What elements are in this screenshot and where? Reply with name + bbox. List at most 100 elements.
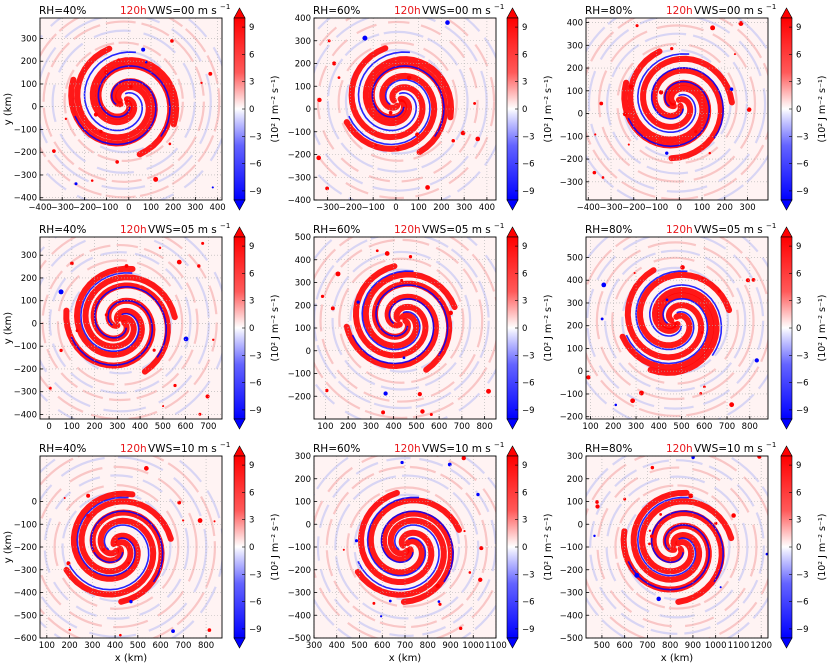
y-tick-label: −300 <box>14 171 37 181</box>
rainband-ring <box>605 475 749 619</box>
speckle <box>372 601 376 605</box>
y-tick-label: −100 <box>560 390 583 400</box>
y-axis-label: y (km) <box>3 531 14 564</box>
y-axis-label: y (km) <box>3 312 14 345</box>
colorbar-tick-label: 3 <box>522 78 527 88</box>
rainband-ring <box>331 250 472 391</box>
spiral-arm <box>357 489 435 585</box>
x-tick-label: 300 <box>84 641 100 651</box>
rainband-ring <box>587 18 767 193</box>
rainband-ring <box>314 18 496 200</box>
colorbar: 9 6 3 0 −3 −6 −9 (10² J m⁻² s⁻¹) <box>506 7 554 211</box>
vws-unit-superscript: −1 <box>766 441 776 449</box>
speckle <box>59 348 63 353</box>
colorbar-tick-label: −3 <box>249 570 262 580</box>
colorbar-tick-label: −9 <box>796 187 809 197</box>
x-tick-label: 800 <box>662 641 678 651</box>
speckle <box>64 117 68 120</box>
colorbar-label: (10² J m⁻² s⁻¹) <box>270 294 281 361</box>
speckle <box>665 151 669 155</box>
colorbar-tick-label: 3 <box>796 78 801 88</box>
rainband-ring <box>40 237 210 413</box>
speckle <box>197 264 201 268</box>
vws-unit-superscript: −1 <box>494 441 504 449</box>
rh-label: RH=80% <box>585 5 632 17</box>
y-tick-label: 100 <box>21 297 37 307</box>
vws-unit-superscript: −1 <box>220 222 230 230</box>
colorbar-top-extend <box>233 7 246 19</box>
speckle <box>342 548 345 551</box>
x-tick-label: −400 <box>577 203 600 213</box>
rh-label: RH=40% <box>39 224 86 236</box>
speckle <box>90 179 94 182</box>
x-tick-label: 200 <box>86 422 102 432</box>
x-tick-label: 0 <box>393 203 398 213</box>
colorbar: 9 6 3 0 −3 −6 −9 (10² J m⁻² s⁻¹) <box>506 445 554 649</box>
field <box>40 237 222 419</box>
plot-frame <box>585 236 769 420</box>
vws-unit-superscript: −1 <box>766 3 776 11</box>
spiral-arm <box>74 45 152 141</box>
negative-band <box>348 78 431 146</box>
x-tick-label: 700 <box>175 641 191 651</box>
rainband-ring <box>51 29 196 174</box>
y-tick-label: −400 <box>14 589 37 599</box>
speckle <box>158 246 162 250</box>
panel-3: −400 −300 −200 −100 0 100 200 3004003002001000−… <box>560 3 827 213</box>
y-tick-label: −200 <box>288 566 311 576</box>
speckle <box>614 403 618 407</box>
spiral-arm <box>348 45 426 141</box>
colorbar-top-extend <box>780 445 793 457</box>
rainband-ring <box>621 266 730 375</box>
x-tick-label: −300 <box>599 203 622 213</box>
y-tick-label: −300 <box>14 566 37 576</box>
colorbar-tick-label: −3 <box>522 570 535 580</box>
speckle <box>104 313 109 317</box>
speckle <box>74 182 78 186</box>
x-tick-label: 1000 <box>462 641 484 651</box>
speckle <box>765 552 768 556</box>
x-tick-label: 400 <box>329 641 345 651</box>
x-tick-label: 200 <box>717 203 733 213</box>
panel-5: 100 200 300 400 500 600 700 800 500 400 300 200 100 0… <box>288 222 554 432</box>
negative-band <box>380 510 454 583</box>
field <box>314 237 496 419</box>
negative-band <box>361 270 421 351</box>
spiral-arm <box>647 286 720 376</box>
speckle <box>128 538 131 541</box>
y-tick-label: −100 <box>560 132 583 142</box>
colorbar-tick-label: −3 <box>522 351 535 361</box>
speckle <box>754 358 759 363</box>
plot-frame <box>39 455 223 639</box>
speckle <box>417 392 422 397</box>
colorbar-bottom-extend <box>233 637 246 649</box>
speckle <box>330 306 335 311</box>
speckle <box>658 90 664 95</box>
rainband-ring <box>325 465 488 629</box>
colorbar-tick-label: −3 <box>249 351 262 361</box>
colorbar: 9 6 3 0 −3 −6 −9 (10² J m⁻² s⁻¹) <box>233 226 281 430</box>
speckle <box>420 409 425 414</box>
colorbar-tick-label: 0 <box>522 324 527 334</box>
y-tick-label: −100 <box>14 520 37 530</box>
colorbar-tick-label: 0 <box>249 543 254 553</box>
colorbar-tick-label: 9 <box>796 23 801 33</box>
speckle <box>688 493 694 499</box>
y-tick-label: 200 <box>567 322 583 332</box>
rainband-ring <box>48 251 192 394</box>
speckle <box>143 466 149 471</box>
y-tick-label: 100 <box>567 344 583 354</box>
y-tick-label: −100 <box>14 342 37 352</box>
plot-frame <box>39 236 223 420</box>
colorbar-tick-label: −3 <box>522 132 535 142</box>
speckle <box>435 583 440 589</box>
colorbar: 9 6 3 0 −3 −6 −9 (10² J m⁻² s⁻¹) <box>780 226 827 430</box>
speckle <box>627 143 630 146</box>
speckle <box>153 176 159 182</box>
speckle <box>325 186 330 191</box>
vws-unit-superscript: −1 <box>220 3 230 11</box>
speckle <box>384 251 390 256</box>
y-tick-label: 300 <box>567 41 583 51</box>
spiral-arm <box>73 265 145 358</box>
